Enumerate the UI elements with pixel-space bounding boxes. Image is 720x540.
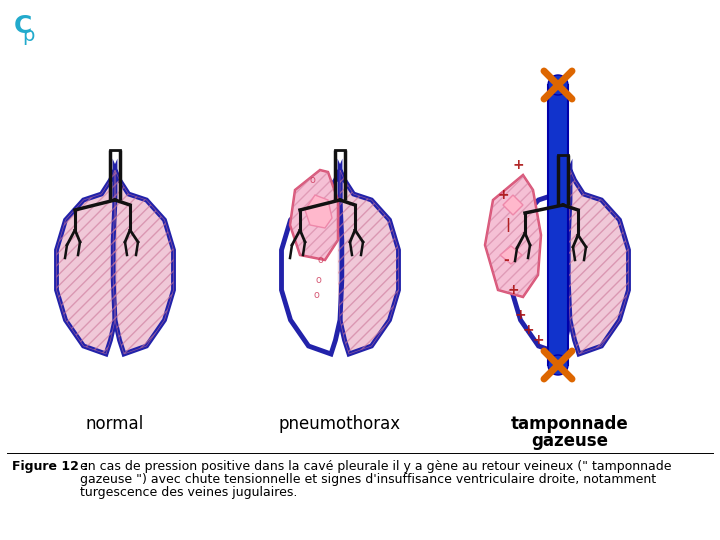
Polygon shape [568,170,629,354]
Text: +: + [522,323,534,337]
Text: +: + [507,283,519,297]
Text: o: o [313,290,319,300]
Text: +: + [512,158,524,172]
Text: Figure 12 :: Figure 12 : [12,460,89,473]
Polygon shape [500,246,522,264]
Polygon shape [56,170,117,354]
Bar [548,85,568,365]
Text: gazeuse ") avec chute tensionnelle et signes d'insuffisance ventriculaire droite: gazeuse ") avec chute tensionnelle et si… [80,473,656,486]
Text: pneumothorax: pneumothorax [279,415,401,433]
Circle shape [548,355,568,375]
Text: gazeuse: gazeuse [531,432,608,450]
Text: +: + [514,308,526,322]
Text: turgescence des veines jugulaires.: turgescence des veines jugulaires. [80,486,297,499]
Text: normal: normal [86,415,144,433]
Polygon shape [338,170,398,354]
Text: C: C [14,14,32,38]
Text: -: - [503,253,509,267]
Polygon shape [113,170,174,354]
Polygon shape [282,170,342,354]
Text: |: | [505,218,510,232]
Polygon shape [485,175,541,297]
Polygon shape [511,170,572,354]
Polygon shape [305,195,332,228]
Text: o: o [309,175,315,185]
Polygon shape [290,170,338,260]
Text: tamponnade: tamponnade [511,415,629,433]
Text: +: + [532,333,544,347]
Text: en cas de pression positive dans la cavé pleurale il y a gène au retour veineux : en cas de pression positive dans la cavé… [80,460,672,473]
Text: o: o [315,275,321,285]
Text: p: p [22,26,35,45]
Text: +: + [498,188,509,202]
Text: o: o [317,255,323,265]
Circle shape [548,75,568,95]
Polygon shape [503,195,523,215]
